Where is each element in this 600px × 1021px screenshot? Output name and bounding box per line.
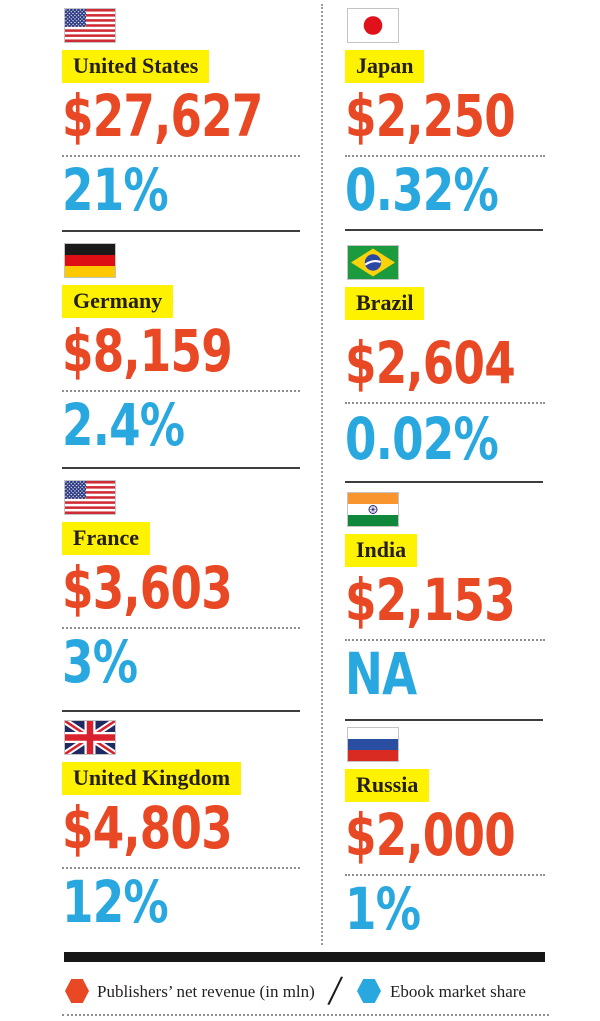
ebook-share-value: 3% xyxy=(62,628,138,696)
cell-dotted-separator xyxy=(62,627,300,629)
country-name-label: France xyxy=(62,522,150,555)
uk-flag-icon xyxy=(64,720,116,755)
russia-flag-icon xyxy=(347,727,399,762)
japan-flag-icon xyxy=(347,8,399,43)
share-hexagon-icon xyxy=(357,979,381,1003)
country-cell-france: France $3,603 3% xyxy=(62,472,300,704)
revenue-value: $3,603 xyxy=(62,554,233,622)
cell-dotted-separator xyxy=(345,874,545,876)
ebook-share-value: 1% xyxy=(345,875,421,943)
country-cell-united-kingdom: United Kingdom $4,803 12% xyxy=(62,712,300,944)
india-flag-icon xyxy=(347,492,399,527)
row-separator-line xyxy=(345,481,543,483)
row-separator-line xyxy=(62,230,300,232)
ebook-share-value: 21% xyxy=(62,156,169,224)
legend-share-label: Ebook market share xyxy=(390,982,526,1001)
us-flag-icon xyxy=(64,480,116,515)
cell-dotted-separator xyxy=(345,402,545,404)
country-cell-india: India $2,153 NA xyxy=(345,484,545,716)
ebook-share-value: 12% xyxy=(62,868,169,936)
ebook-share-value: 0.02% xyxy=(345,405,499,473)
row-separator-line xyxy=(62,467,300,469)
revenue-value: $2,153 xyxy=(345,566,516,634)
row-separator-line xyxy=(62,710,300,712)
germany-flag-icon xyxy=(64,243,116,278)
revenue-value: $2,250 xyxy=(345,82,516,150)
revenue-value: $4,803 xyxy=(62,794,233,862)
revenue-value: $27,627 xyxy=(62,82,263,150)
country-name-label: Russia xyxy=(345,769,430,802)
cell-dotted-separator xyxy=(62,390,300,392)
us-flag-icon xyxy=(64,8,116,43)
country-name-label: United Kingdom xyxy=(62,762,242,795)
country-name-label: United States xyxy=(62,50,210,83)
revenue-hexagon-icon xyxy=(65,979,89,1003)
footer-dotted-line xyxy=(62,1014,549,1016)
country-cell-brazil: Brazil $2,604 0.02% xyxy=(345,237,545,469)
legend-slash-divider: / xyxy=(326,965,345,1016)
ebook-share-value: 0.32% xyxy=(345,156,499,224)
country-cell-japan: Japan $2,250 0.32% xyxy=(345,0,545,232)
row-separator-line xyxy=(345,719,543,721)
cell-dotted-separator xyxy=(345,639,545,641)
revenue-value: $2,604 xyxy=(345,329,516,397)
revenue-value: $8,159 xyxy=(62,317,233,385)
country-name-label: Germany xyxy=(62,285,174,318)
revenue-value: $2,000 xyxy=(345,801,516,869)
country-cell-russia: Russia $2,000 1% xyxy=(345,719,545,951)
country-name-label: India xyxy=(345,534,418,567)
footer-black-bar xyxy=(64,952,545,962)
ebook-share-value: 2.4% xyxy=(62,391,185,459)
country-cell-united-states: United States $27,627 21% xyxy=(62,0,300,232)
brazil-flag-icon xyxy=(347,245,399,280)
legend-revenue-label: Publishers’ net revenue (in mln) xyxy=(97,982,315,1001)
country-name-label: Japan xyxy=(345,50,425,83)
country-cell-germany: Germany $8,159 2.4% xyxy=(62,235,300,467)
row-separator-line xyxy=(345,229,543,231)
legend: Publishers’ net revenue (in mln) / Ebook… xyxy=(0,965,600,1016)
country-name-label: Brazil xyxy=(345,287,425,320)
cell-dotted-separator xyxy=(62,155,300,157)
cell-dotted-separator xyxy=(62,867,300,869)
cell-dotted-separator xyxy=(345,155,545,157)
column-divider-dotted-line xyxy=(321,4,323,945)
ebook-share-value: NA xyxy=(345,640,417,708)
